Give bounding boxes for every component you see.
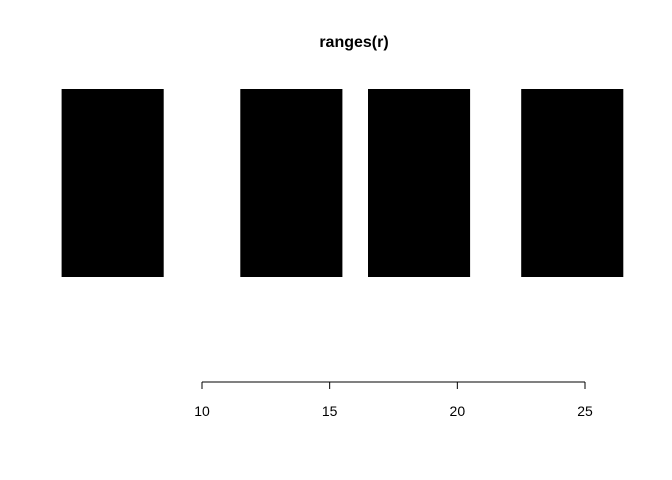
x-tick-label-10: 10 [194, 403, 210, 419]
chart-title: ranges(r) [319, 34, 388, 51]
range-bar-3 [368, 89, 471, 277]
range-bar-4 [521, 89, 624, 277]
range-bars [61, 89, 624, 277]
x-tick-label-20: 20 [450, 403, 466, 419]
x-tick-label-25: 25 [577, 403, 593, 419]
x-axis: 10 15 20 25 [194, 381, 593, 419]
x-tick-label-15: 15 [322, 403, 338, 419]
range-bar-2 [240, 89, 343, 277]
range-bar-1 [61, 89, 164, 277]
